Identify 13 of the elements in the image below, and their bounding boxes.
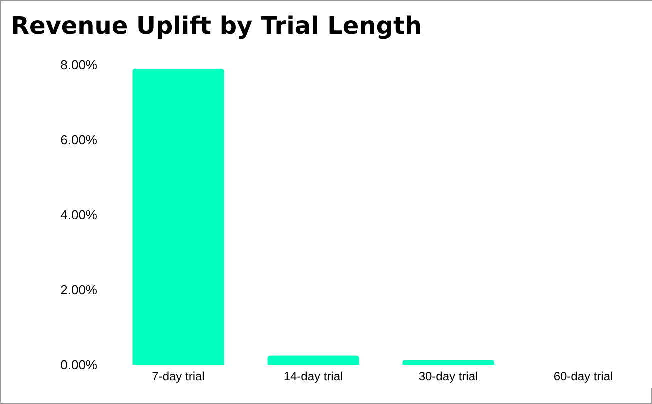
bar: [132, 68, 224, 365]
bar: [268, 356, 360, 365]
x-tick-label: 7-day trial: [152, 370, 205, 384]
y-tick-label: 0.00%: [60, 358, 98, 372]
y-tick-label: 6.00%: [60, 132, 98, 148]
x-tick-label: 30-day trial: [418, 370, 478, 384]
bar: [402, 360, 494, 365]
x-tick-label: 14-day trial: [284, 370, 344, 384]
chart-title: Revenue Uplift by Trial Length: [11, 12, 422, 40]
y-tick-label: 4.00%: [60, 208, 98, 222]
y-tick-label: 8.00%: [60, 58, 98, 72]
y-tick-label: 2.00%: [60, 282, 98, 298]
x-tick-label: 60-day trial: [554, 370, 614, 384]
